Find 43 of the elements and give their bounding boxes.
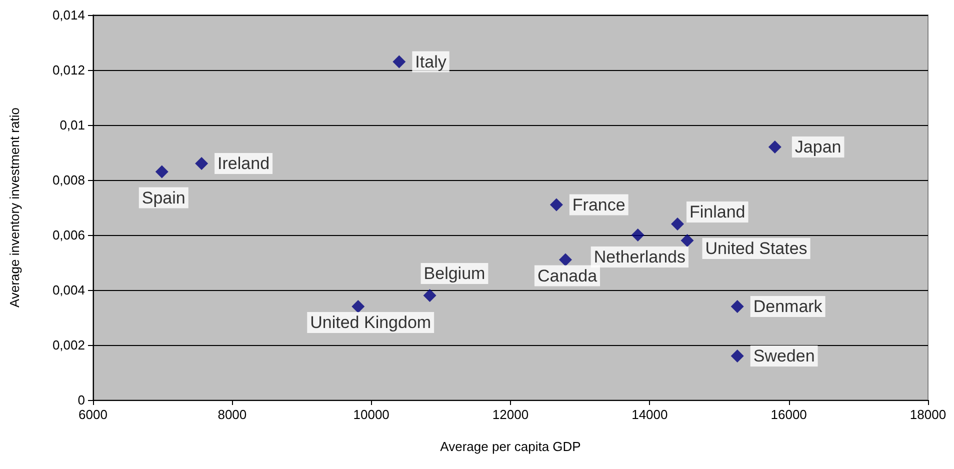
point bbox=[631, 228, 644, 242]
point bbox=[671, 218, 684, 230]
point bbox=[392, 55, 406, 68]
x-tick-label: 10000 bbox=[353, 407, 390, 422]
y-tick-label: 0,012 bbox=[52, 62, 85, 78]
y-tick-label: 0,014 bbox=[52, 8, 85, 22]
y-tick-label: 0,008 bbox=[52, 172, 85, 188]
x-tick-label: 16000 bbox=[770, 407, 807, 422]
point bbox=[155, 165, 168, 178]
x-axis-title: Average per capita GDP bbox=[440, 439, 581, 454]
annotation: France bbox=[572, 195, 626, 214]
annotation: Spain bbox=[142, 188, 186, 208]
y-tick-label: 0,004 bbox=[52, 282, 85, 298]
point bbox=[768, 140, 782, 154]
point bbox=[558, 253, 572, 266]
annotation: Sweden bbox=[753, 346, 815, 366]
y-tick-label: 0,002 bbox=[52, 338, 85, 352]
annotation: Italy bbox=[415, 52, 447, 72]
point bbox=[680, 234, 694, 247]
annotation: United States bbox=[705, 239, 808, 258]
annotation: Finland bbox=[690, 202, 746, 222]
annotation: Denmark bbox=[753, 297, 823, 316]
x-tick-label: 12000 bbox=[492, 407, 529, 422]
annotation: Canada bbox=[537, 266, 598, 286]
annotation: Belgium bbox=[424, 264, 486, 283]
point bbox=[352, 300, 365, 313]
x-tick-label: 6000 bbox=[78, 407, 108, 422]
x-tick-label: 14000 bbox=[632, 407, 668, 422]
y-tick-label: 0 bbox=[78, 392, 85, 408]
annotation: Netherlands bbox=[594, 248, 686, 266]
point bbox=[195, 157, 208, 170]
annotation: United Kingdom bbox=[310, 313, 432, 332]
point bbox=[550, 198, 563, 212]
annotation: Japan bbox=[794, 138, 842, 156]
y-tick-label: 0,006 bbox=[52, 228, 85, 242]
x-tick-label: 18000 bbox=[910, 407, 946, 422]
point bbox=[423, 289, 436, 302]
y-tick-label: 0,01 bbox=[60, 118, 85, 132]
annotation: Ireland bbox=[218, 154, 270, 173]
point bbox=[730, 350, 744, 362]
x-tick-label: 8000 bbox=[218, 407, 247, 422]
point bbox=[730, 300, 744, 313]
y-axis-title: Average inventory investment ratio bbox=[7, 108, 22, 308]
